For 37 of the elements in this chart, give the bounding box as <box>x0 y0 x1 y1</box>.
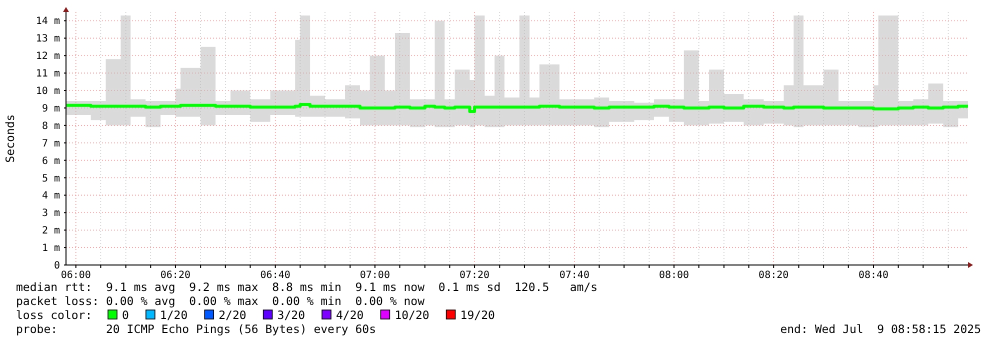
legend-label: 19/20 <box>460 308 495 322</box>
x-tick-label: 07:40 <box>559 270 590 281</box>
x-tick-label: 08:20 <box>758 270 789 281</box>
y-tick-label: 10 m <box>36 86 60 98</box>
legend-title: loss color: <box>16 308 92 322</box>
text: median rtt: 9.1 ms avg 9.2 ms max 8.8 ms min 9.1 ms now 0.1 ms sd 120.5 am/s <box>16 280 598 294</box>
x-tick-label: 06:00 <box>60 270 91 281</box>
y-tick-label: 1 m <box>42 243 60 254</box>
legend-label: 3/20 <box>277 308 306 322</box>
text: probe: 20 ICMP Echo Pings (56 Bytes) every 60s <box>16 322 376 336</box>
x-tick-label: 08:00 <box>658 270 690 281</box>
y-tick-label: 13 m <box>36 34 60 45</box>
y-tick-label: 7 m <box>42 138 60 150</box>
x-tick-label: 07:00 <box>360 270 390 281</box>
y-tick-label: 6 m <box>42 156 60 167</box>
legend-label: 0 <box>122 308 129 322</box>
y-tick-label: 2 m <box>42 226 60 237</box>
text: packet loss: 0.00 % avg 0.00 % max 0.00 % min 0.00 % now <box>16 294 425 308</box>
legend-label: 4/20 <box>336 308 364 322</box>
y-tick-label: 5 m <box>42 173 60 184</box>
legend-label: 1/20 <box>160 308 188 322</box>
y-tick-label: 0 <box>54 260 60 272</box>
x-tick-label: 06:40 <box>260 270 290 281</box>
y-tick-label: 11 m <box>36 68 60 80</box>
x-tick-label: 08:40 <box>858 270 889 281</box>
legend-label: 10/20 <box>394 308 430 322</box>
y-tick-label: 12 m <box>36 51 60 62</box>
x-tick-label: 06:20 <box>160 270 191 281</box>
y-tick-label: 3 m <box>42 208 60 220</box>
legend-label: 2/20 <box>218 308 246 322</box>
text: end: Wed Jul 9 08:58:15 2025 <box>780 322 981 336</box>
y-tick-label: 9 m <box>42 103 60 114</box>
x-tick-label: 07:20 <box>459 270 490 281</box>
y-tick-label: 8 m <box>42 120 60 132</box>
y-axis-title: Seconds <box>3 114 17 163</box>
y-tick-label: 4 m <box>42 190 60 202</box>
y-tick-label: 14 m <box>36 16 60 28</box>
